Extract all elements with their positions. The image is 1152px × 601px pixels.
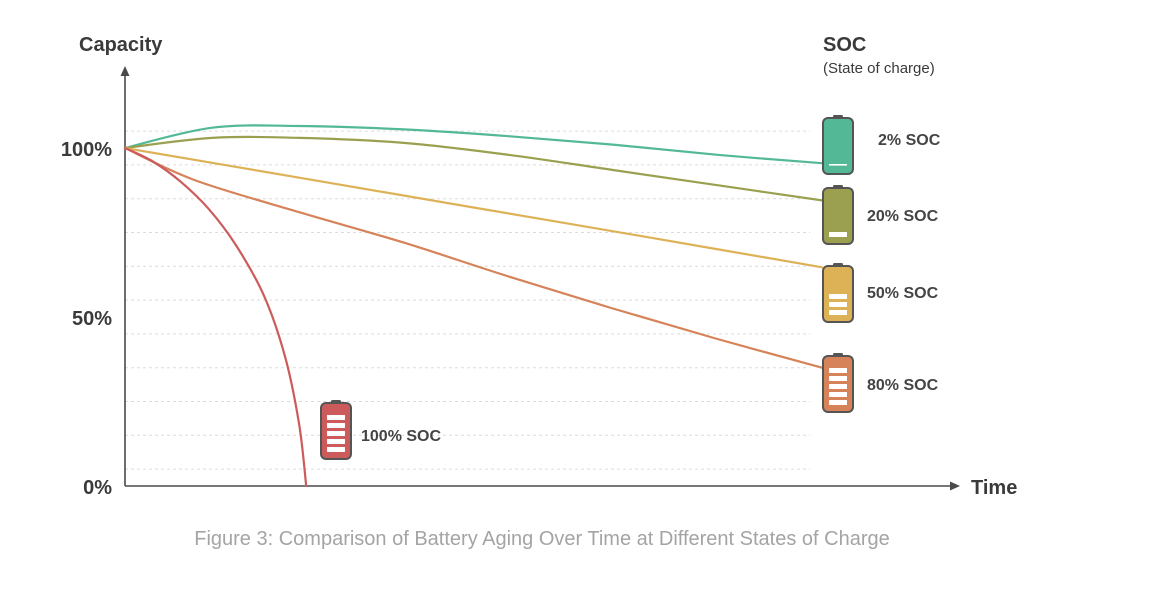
- axes: Capacity Time: [79, 34, 1017, 499]
- series-label: 80% SOC: [867, 377, 939, 394]
- series-label: 50% SOC: [867, 285, 939, 302]
- series-line-50-soc: [123, 146, 824, 269]
- y-axis-title: Capacity: [79, 34, 163, 56]
- y-axis-arrow: [120, 66, 130, 76]
- legend-subtitle: (State of charge): [823, 60, 935, 77]
- figure-caption: Figure 3: Comparison of Battery Aging Ov…: [194, 528, 890, 550]
- battery-icon: [822, 115, 854, 175]
- legend-title: SOC: [823, 34, 866, 56]
- battery-icon: [320, 400, 352, 460]
- battery-icon: [822, 185, 854, 245]
- series-line-20-soc: [123, 135, 824, 202]
- x-axis-arrow: [950, 481, 960, 491]
- y-tick-label: 100%: [61, 139, 112, 161]
- series-lines: [123, 124, 824, 488]
- series-line-2-soc: [123, 124, 824, 165]
- battery-icon: [822, 353, 854, 413]
- battery-icon: [822, 263, 854, 323]
- battery-icons: 2% SOC 20% SOC 50% SOC 80% SOC 100% SOC: [320, 115, 941, 460]
- legend: SOC (State of charge): [823, 34, 935, 77]
- y-tick-label: 0%: [83, 477, 112, 499]
- y-tick-labels: 100% 50% 0%: [61, 139, 112, 499]
- x-axis-title: Time: [971, 477, 1017, 499]
- series-line-100-soc: [123, 146, 308, 488]
- series-label: 100% SOC: [361, 428, 441, 445]
- series-label: 20% SOC: [867, 208, 939, 225]
- series-label: 2% SOC: [878, 132, 941, 149]
- y-tick-label: 50%: [72, 308, 112, 330]
- gridlines: [125, 130, 810, 470]
- series-line-80-soc: [123, 146, 824, 369]
